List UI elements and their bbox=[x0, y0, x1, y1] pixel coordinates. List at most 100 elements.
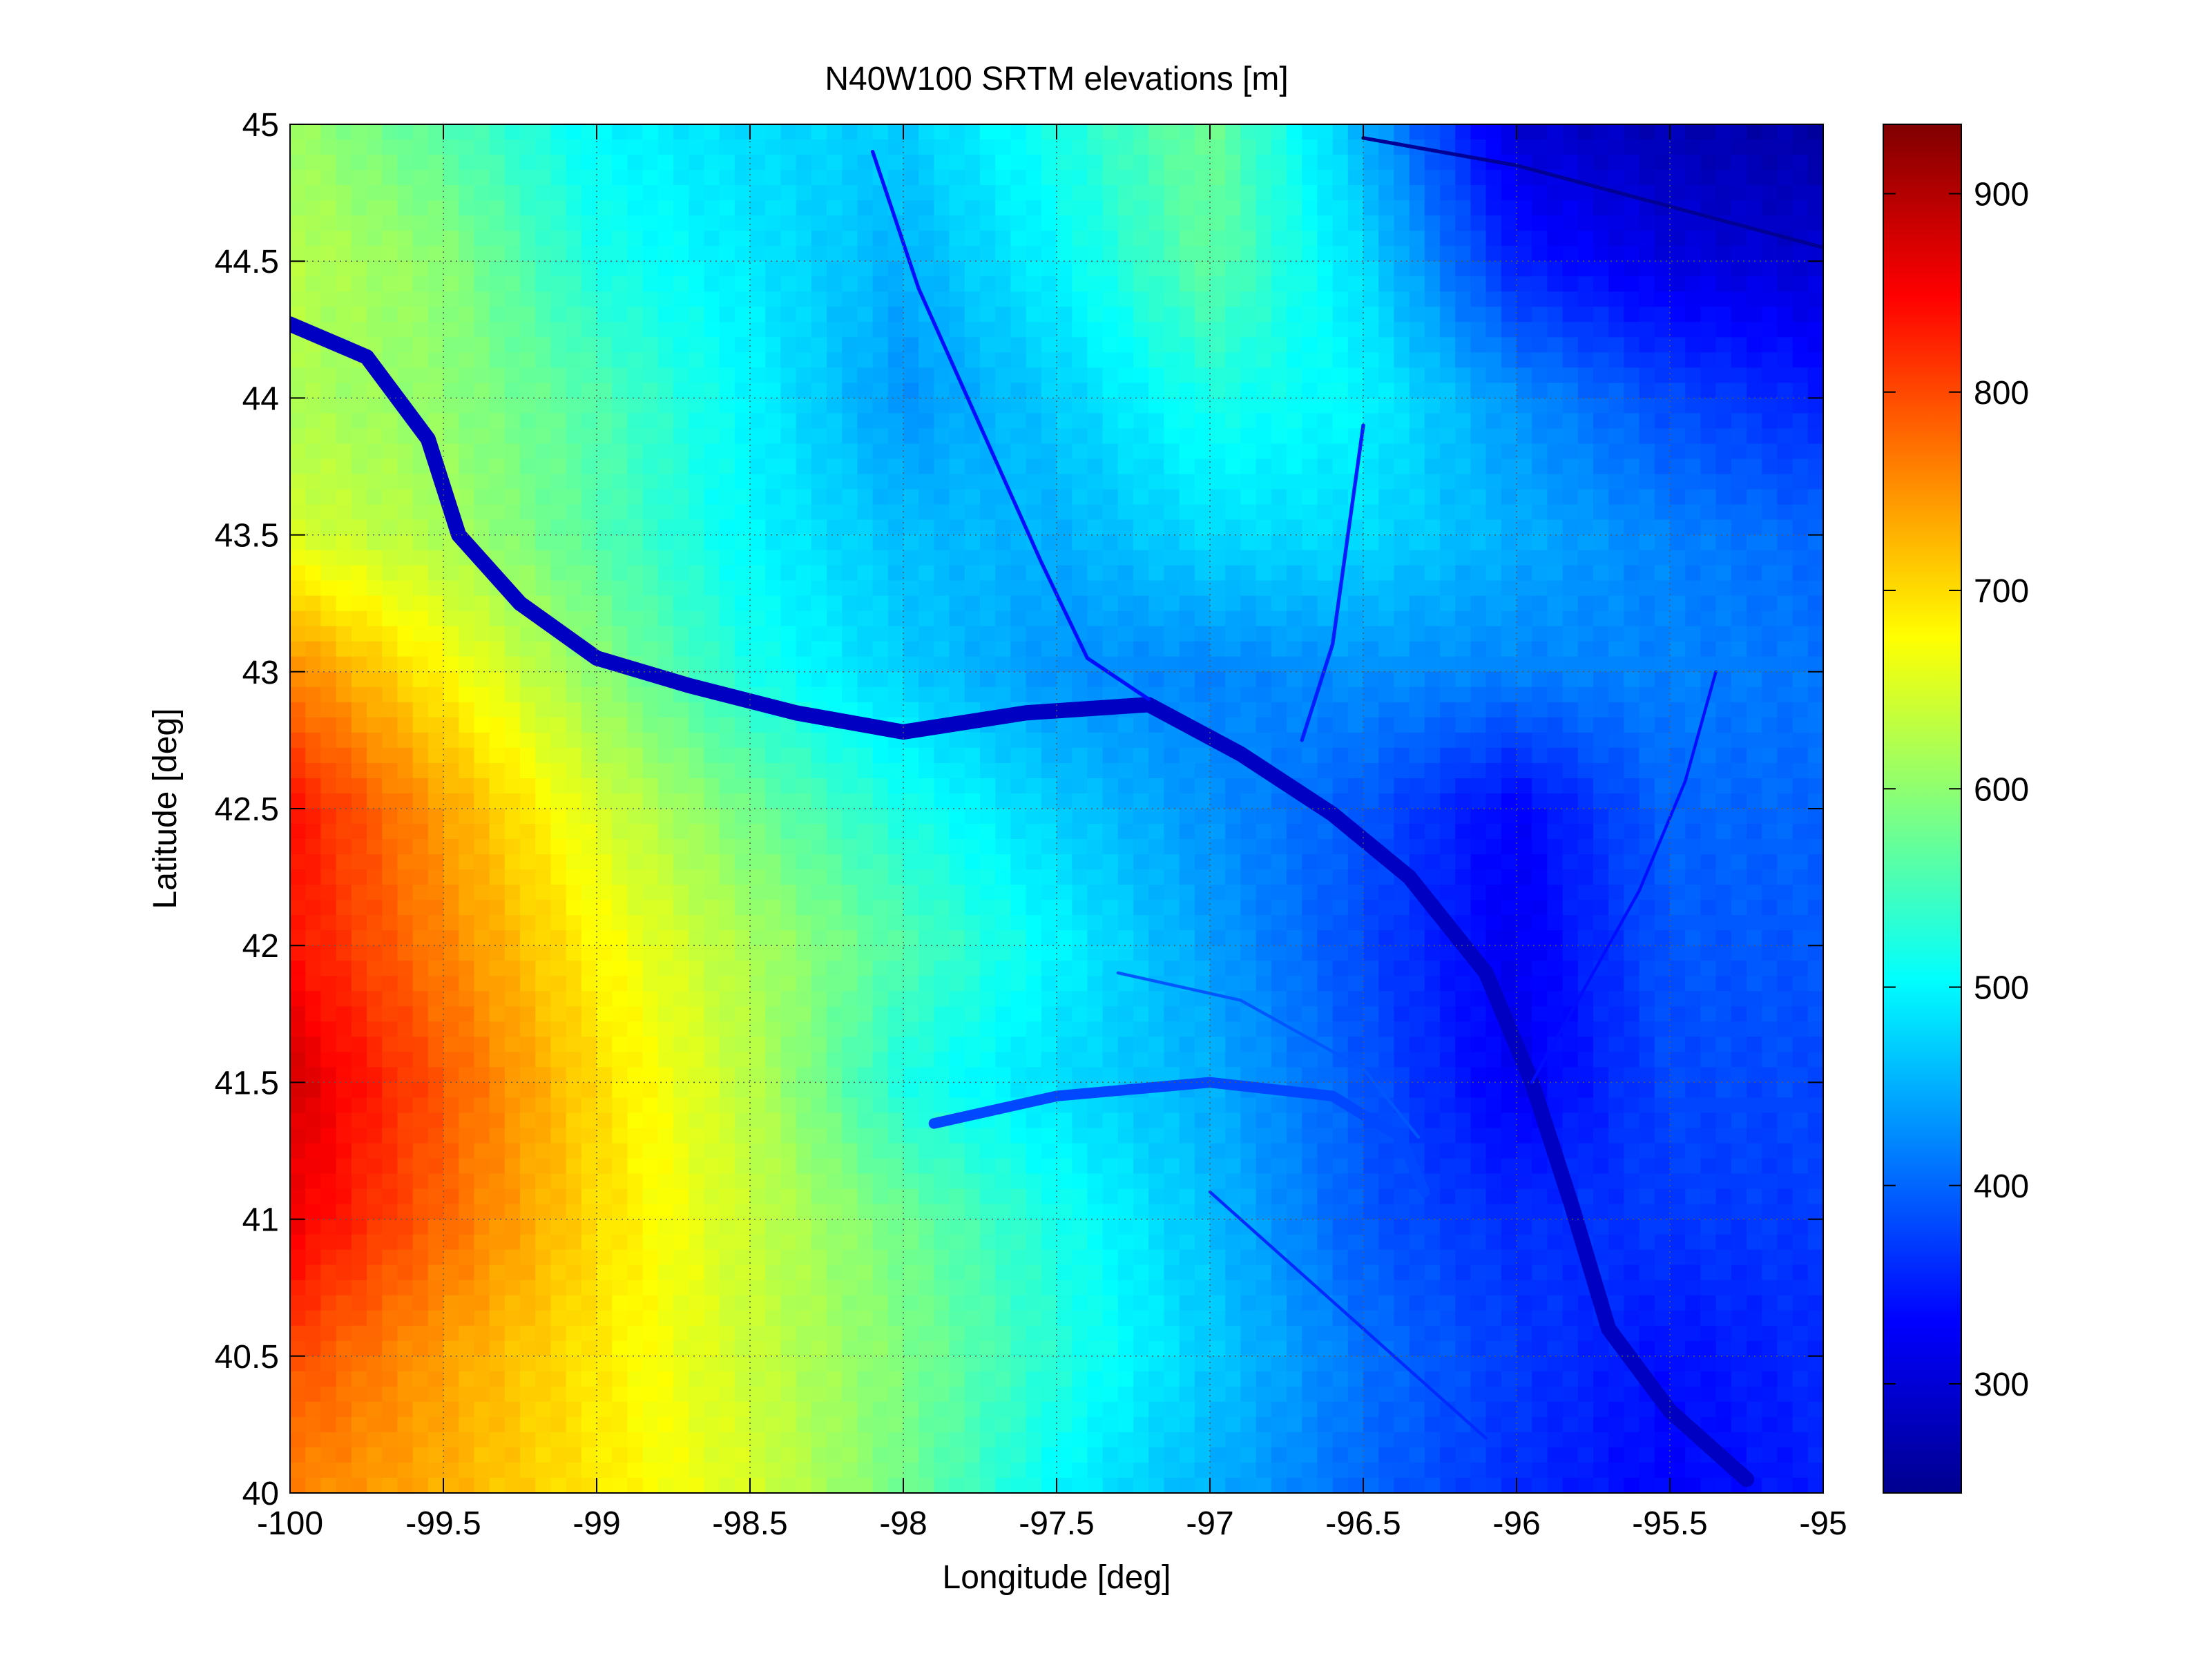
heatmap-cell bbox=[872, 200, 889, 216]
heatmap-cell bbox=[504, 717, 521, 733]
heatmap-cell bbox=[1685, 307, 1702, 323]
heatmap-cell bbox=[1455, 656, 1472, 673]
heatmap-cell bbox=[1194, 352, 1211, 369]
heatmap-cell bbox=[1087, 626, 1104, 642]
heatmap-cell bbox=[780, 747, 797, 764]
heatmap-cell bbox=[934, 367, 950, 384]
heatmap-cell bbox=[765, 671, 782, 688]
heatmap-cell bbox=[459, 626, 475, 642]
heatmap-cell bbox=[1347, 367, 1364, 384]
heatmap-cell bbox=[459, 656, 475, 673]
heatmap-cell bbox=[1532, 474, 1548, 490]
heatmap-cell bbox=[427, 610, 444, 627]
heatmap-cell bbox=[780, 519, 797, 536]
heatmap-cell bbox=[1179, 565, 1195, 581]
heatmap-cell bbox=[1041, 519, 1057, 536]
heatmap-cell bbox=[1685, 398, 1702, 414]
heatmap-cell bbox=[780, 671, 797, 688]
heatmap-cell bbox=[1026, 398, 1042, 414]
heatmap-cell bbox=[550, 565, 567, 581]
heatmap-cell bbox=[1057, 413, 1073, 430]
heatmap-cell bbox=[1547, 626, 1564, 642]
heatmap-cell bbox=[1179, 580, 1195, 597]
heatmap-cell bbox=[550, 641, 567, 657]
heatmap-cell bbox=[1057, 307, 1073, 323]
heatmap-cell bbox=[443, 732, 459, 749]
heatmap-cell bbox=[1026, 626, 1042, 642]
heatmap-cell bbox=[627, 519, 644, 536]
heatmap-cell bbox=[734, 550, 751, 566]
heatmap-cell bbox=[1485, 565, 1502, 581]
heatmap-cell bbox=[857, 413, 874, 430]
heatmap-cell bbox=[903, 155, 919, 171]
heatmap-cell bbox=[734, 717, 751, 733]
heatmap-cell bbox=[1577, 474, 1594, 490]
heatmap-cell bbox=[1654, 443, 1671, 460]
heatmap-cell bbox=[827, 747, 843, 764]
heatmap-cell bbox=[1608, 778, 1625, 794]
heatmap-cell bbox=[627, 778, 644, 794]
heatmap-cell bbox=[1517, 732, 1532, 749]
heatmap-cell bbox=[1532, 854, 1548, 870]
heatmap-cell bbox=[1440, 383, 1456, 399]
heatmap-cell bbox=[443, 747, 459, 764]
heatmap-cell bbox=[842, 367, 858, 384]
heatmap-cell bbox=[443, 246, 459, 262]
heatmap-cell bbox=[597, 291, 613, 308]
heatmap-cell bbox=[382, 231, 398, 247]
heatmap-cell bbox=[1715, 291, 1732, 308]
heatmap-cell bbox=[642, 200, 659, 216]
heatmap-cell bbox=[949, 337, 965, 354]
heatmap-cell bbox=[397, 717, 414, 733]
heatmap-cell bbox=[1485, 626, 1502, 642]
heatmap-cell bbox=[351, 261, 367, 278]
heatmap-cell bbox=[780, 383, 797, 399]
heatmap-cell bbox=[612, 276, 628, 293]
heatmap-cell bbox=[1347, 656, 1364, 673]
heatmap-cell bbox=[872, 702, 889, 718]
heatmap-cell bbox=[412, 580, 429, 597]
heatmap-cell bbox=[1394, 413, 1410, 430]
heatmap-cell bbox=[1302, 246, 1318, 262]
heatmap-cell bbox=[780, 656, 797, 673]
heatmap-cell bbox=[1179, 383, 1195, 399]
heatmap-cell bbox=[1532, 337, 1548, 354]
heatmap-cell bbox=[827, 671, 843, 688]
heatmap-cell bbox=[305, 793, 322, 809]
heatmap-cell bbox=[964, 428, 981, 445]
heatmap-cell bbox=[1547, 595, 1564, 612]
heatmap-cell bbox=[290, 641, 306, 657]
heatmap-cell bbox=[811, 839, 827, 855]
heatmap-cell bbox=[597, 231, 613, 247]
heatmap-cell bbox=[474, 170, 490, 186]
heatmap-cell bbox=[964, 809, 981, 825]
heatmap-cell bbox=[980, 550, 996, 566]
heatmap-cell bbox=[765, 595, 782, 612]
heatmap-cell bbox=[474, 200, 490, 216]
heatmap-cell bbox=[872, 139, 889, 155]
heatmap-cell bbox=[1762, 276, 1778, 293]
heatmap-cell bbox=[504, 809, 521, 825]
heatmap-cell bbox=[872, 641, 889, 657]
heatmap-cell bbox=[1087, 322, 1104, 338]
heatmap-cell bbox=[336, 854, 352, 870]
heatmap-cell bbox=[949, 824, 965, 840]
heatmap-cell bbox=[1240, 261, 1257, 278]
heatmap-cell bbox=[290, 231, 306, 247]
heatmap-cell bbox=[1148, 626, 1165, 642]
heatmap-cell bbox=[689, 778, 705, 794]
heatmap-cell bbox=[887, 124, 904, 140]
heatmap-cell bbox=[427, 824, 444, 840]
heatmap-cell bbox=[796, 398, 812, 414]
heatmap-cell bbox=[412, 352, 429, 369]
heatmap-cell bbox=[750, 747, 766, 764]
heatmap-cell bbox=[1179, 185, 1195, 201]
heatmap-cell bbox=[581, 443, 597, 460]
heatmap-cell bbox=[734, 322, 751, 338]
heatmap-cell bbox=[734, 398, 751, 414]
heatmap-cell bbox=[1302, 595, 1318, 612]
heatmap-cell bbox=[1041, 656, 1057, 673]
heatmap-cell bbox=[1577, 656, 1594, 673]
heatmap-cell bbox=[995, 778, 1012, 794]
heatmap-cell bbox=[842, 428, 858, 445]
